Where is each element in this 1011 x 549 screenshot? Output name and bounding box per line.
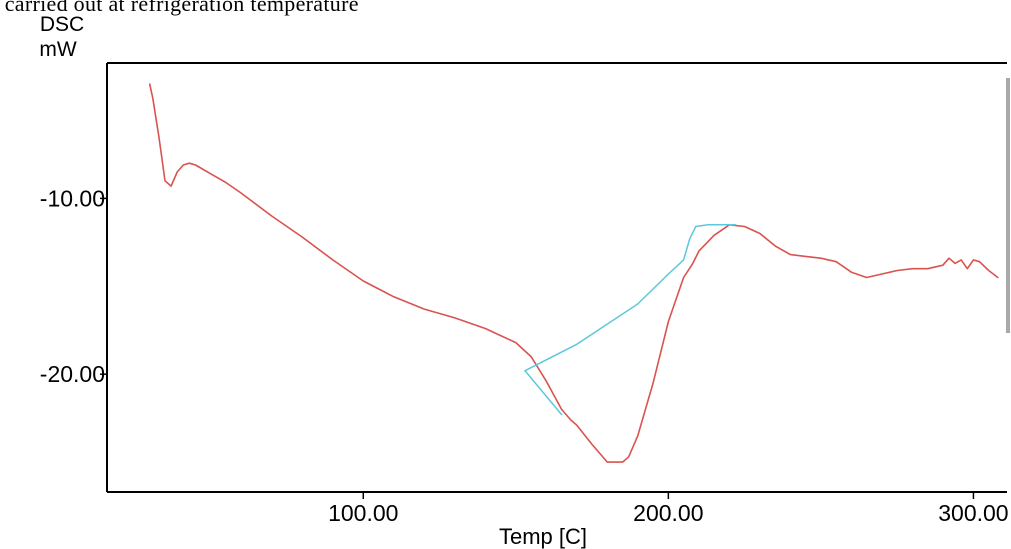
dsc-curve — [148, 83, 999, 463]
y-axis-label-line1: DSC — [40, 13, 84, 36]
dsc-baseline — [524, 224, 737, 372]
y-axis-label-line2: mW — [39, 38, 76, 61]
x-axis-label: Temp [C] — [499, 524, 587, 549]
dsc-baseline-extension — [524, 369, 563, 416]
y-tick-label: -10.00 — [40, 185, 105, 211]
x-tick-label: 200.00 — [633, 500, 703, 526]
x-tick-label: 100.00 — [328, 500, 398, 526]
y-tick-label: -20.00 — [40, 361, 105, 387]
page-caption: as carried out at refrigeration temperat… — [0, 0, 359, 16]
chart-labels: DSC mW Temp [C] — [39, 13, 587, 549]
x-tick-label: 300.00 — [938, 500, 1008, 526]
chart-axes: 100.00 200.00 300.00 -10.00 -20.00 — [40, 62, 1010, 526]
chart-series — [148, 83, 999, 463]
